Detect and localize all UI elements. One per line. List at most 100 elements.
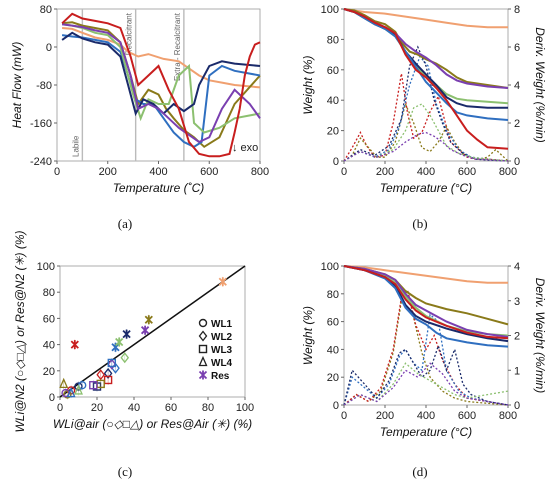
legend-label: Res [211, 371, 230, 382]
y-tick-label: -160 [30, 118, 52, 130]
y-tick-label: 80 [327, 34, 339, 46]
x-tick-label: 60 [165, 402, 177, 414]
deriv-weight-series [343, 102, 509, 162]
x-tick-label: 200 [376, 410, 394, 422]
legend-marker-circle [198, 318, 208, 328]
y2-tick-label: 8 [514, 4, 520, 16]
legend-label: WL3 [211, 345, 233, 356]
weight-series [343, 265, 508, 284]
x-tick-label: 600 [458, 166, 476, 178]
x-tick-label: 400 [417, 410, 435, 422]
y2-tick-label: 4 [514, 261, 520, 273]
y2-tick-label: 6 [514, 42, 520, 54]
panel-c: 0 20 40 60 80 100 0 20 40 60 80 100 WLi@air (○◇□△) o… [13, 230, 254, 432]
heat-flow-series [61, 12, 261, 158]
weight-series [343, 8, 509, 105]
scatter-point-star [122, 329, 131, 339]
panel-label-b: (b) [412, 216, 427, 231]
legend-marker-square [198, 344, 208, 354]
x-tick-label: 40 [128, 402, 140, 414]
scatter-point-square [89, 381, 98, 390]
x-tick-label: 0 [57, 402, 63, 414]
deriv-weight-series [343, 288, 509, 406]
y-axis-label: Heat Flow (mW) [10, 42, 24, 129]
x-tick-label: 80 [202, 402, 214, 414]
heat-flow-series [61, 31, 261, 117]
x-tick-label: 0 [341, 410, 347, 422]
scatter-point-diamond [120, 352, 130, 364]
weight-series [343, 8, 509, 121]
y-axis-label: WLi@N2 (○◇□△) or Res@N2 (✳) (%) [13, 230, 27, 432]
y-tick-label: 60 [327, 317, 339, 329]
x-tick-label: 20 [91, 402, 103, 414]
x-tick-label: 800 [251, 166, 269, 178]
weight-series [343, 8, 509, 89]
y2-tick-label: 2 [514, 331, 520, 343]
exo-annotation: ↓ exo [232, 142, 258, 154]
y-tick-label: 0 [333, 156, 339, 168]
y-tick-label: 20 [327, 372, 339, 384]
legend-label: WL4 [211, 358, 233, 369]
scatter-point-diamond [107, 358, 117, 370]
plot-frame [59, 265, 246, 398]
x-tick-label: 100 [236, 402, 254, 414]
scatter-point-star [111, 342, 120, 352]
y-tick-label: 20 [43, 366, 55, 378]
y-tick-label: 100 [321, 4, 339, 16]
y-tick-label: 100 [37, 261, 55, 273]
weight-series [343, 265, 509, 340]
y-tick-label: 80 [327, 289, 339, 301]
panel-label-c: (c) [118, 464, 132, 479]
legend-label: WL2 [211, 332, 233, 343]
heat-flow-series [62, 21, 261, 149]
weight-series [343, 8, 508, 29]
deriv-weight-series [343, 55, 509, 162]
x-axis-label: Temperature (°C) [380, 181, 472, 195]
scatter-point-star [140, 325, 150, 335]
x-tick-label: 400 [417, 166, 435, 178]
scatter-point-star [70, 340, 79, 350]
heat-flow-series [61, 34, 261, 148]
y2-tick-label: 2 [514, 118, 520, 130]
y2-tick-label: 0 [514, 156, 520, 168]
x-tick-label: 200 [376, 166, 394, 178]
x-tick-label: 800 [499, 410, 517, 422]
scatter-point-star [144, 315, 153, 325]
legend-label: WL1 [211, 319, 233, 330]
scatter-point-star [218, 277, 227, 287]
y-tick-label: 0 [49, 392, 55, 404]
y-tick-label: 60 [43, 313, 55, 325]
deriv-weight-series [343, 313, 509, 406]
y-tick-label: 80 [43, 287, 55, 299]
heat-flow-series [61, 23, 261, 144]
y-axis-label: Weight (%) [301, 55, 315, 114]
y-tick-label: 40 [43, 340, 55, 352]
scatter-point-triangle [66, 386, 76, 398]
y-tick-label: 100 [321, 261, 339, 273]
x-tick-label: 200 [99, 166, 117, 178]
y-tick-label: 0 [333, 400, 339, 412]
y-tick-label: 80 [40, 4, 52, 16]
region-label: Labile [71, 135, 80, 157]
x-tick-label: 400 [149, 166, 167, 178]
y-tick-label: 60 [327, 65, 339, 77]
y-tick-label: -80 [36, 80, 52, 92]
deriv-weight-series [343, 288, 509, 406]
deriv-weight-series [343, 362, 509, 406]
region-label: Extra - Recalcitrant [173, 12, 182, 81]
y2-tick-label: 3 [514, 296, 520, 308]
scatter-point-triangle [74, 384, 83, 395]
x-tick-label: 600 [458, 410, 476, 422]
y-axis-label: Weight (%) [301, 306, 315, 365]
scatter-point-triangle [59, 377, 69, 389]
deriv-weight-series [343, 103, 509, 162]
heat-flow-series [62, 27, 261, 89]
heat-flow-series [61, 23, 261, 134]
deriv-weight-series [343, 362, 509, 406]
y2-tick-label: 4 [514, 80, 520, 92]
x-tick-label: 0 [54, 166, 60, 178]
y2-axis-label: Deriv. Weight (%/min) [533, 278, 547, 394]
y2-axis-label: Deriv. Weight (%/min) [533, 27, 547, 143]
